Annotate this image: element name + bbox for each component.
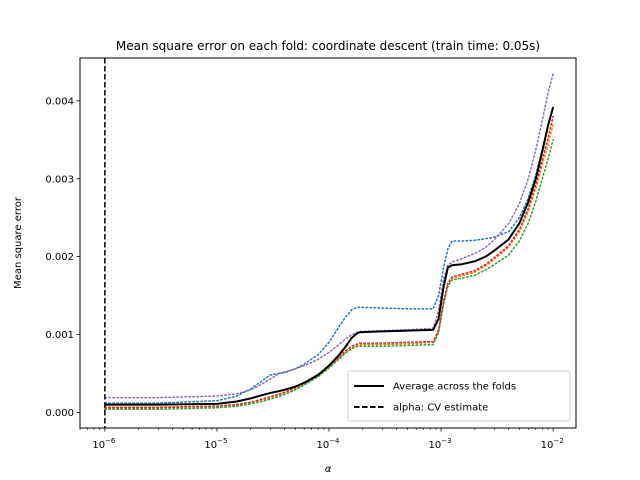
fold-5-series-line [104, 72, 554, 399]
y-axis: 0.000 0.001 0.002 0.003 0.004 [45, 96, 80, 419]
y-tick-label: 0.000 [45, 408, 74, 419]
y-axis-label: Mean square error [13, 196, 24, 289]
x-axis: 10−6 10−5 10−4 10−3 10−2 [79, 428, 564, 451]
legend-label: Average across the folds [393, 382, 516, 393]
x-tick-label: 10−4 [316, 437, 340, 451]
x-axis-label: α [325, 464, 332, 475]
fold-3-series-line [104, 139, 554, 411]
chart-title: Mean square error on each fold: coordina… [116, 39, 540, 53]
x-tick-label: 10−6 [92, 437, 116, 451]
fold-1-series-line [104, 107, 554, 404]
fold-4-series-line [104, 115, 554, 409]
average-series-line [104, 106, 555, 406]
fold-2-series-line [104, 123, 554, 408]
y-tick-label: 0.001 [45, 330, 74, 341]
y-tick-label: 0.002 [45, 252, 74, 263]
legend: Average across the folds alpha: CV estima… [347, 370, 571, 422]
y-tick-label: 0.003 [45, 174, 74, 185]
plot-frame [79, 57, 577, 429]
y-tick-label: 0.004 [45, 96, 74, 107]
x-tick-label: 10−5 [204, 437, 227, 451]
x-tick-label: 10−2 [541, 437, 564, 451]
legend-box [347, 370, 571, 422]
legend-label: alpha: CV estimate [393, 403, 488, 414]
x-tick-label: 10−3 [429, 437, 452, 451]
